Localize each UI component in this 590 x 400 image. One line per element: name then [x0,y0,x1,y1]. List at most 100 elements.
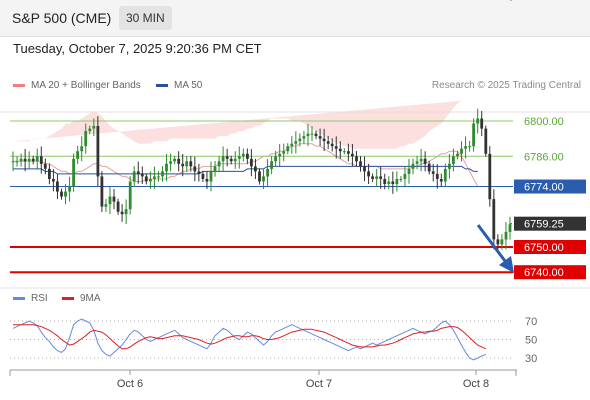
candle-body [92,126,96,129]
candle-body [23,158,27,162]
candle-body [149,179,152,182]
rsi-swatch [13,297,25,300]
candle-body [225,156,229,159]
candle-body [326,141,330,144]
ma20-line [13,143,479,187]
level-tag-6750.00 [514,240,586,254]
credit-text: Research © 2025 Trading Central [431,80,581,91]
candle-body [334,146,338,149]
candle-body [181,163,185,167]
rsi-ma-legend-label: 9MA [80,293,101,304]
candle-body [290,143,294,147]
candle-body [116,201,120,212]
candle-body [371,176,374,179]
candle-body [274,156,277,162]
candle-body [322,138,326,142]
candle-body [132,171,136,182]
candle-body [84,131,88,147]
candle-body [363,166,366,172]
candle-body [31,158,35,162]
candle-body [359,161,362,167]
candle-body [443,168,447,182]
level-label-6800.00: 6800.00 [524,116,564,128]
rsi-tick-50: 50 [525,335,537,347]
forecast-arrow-shaft [476,224,510,266]
candle-body [411,163,415,169]
candle-body [120,211,124,215]
candle-body [185,161,189,167]
candle-body [286,146,290,152]
candle-body [508,224,512,232]
candle-body [193,166,197,172]
candle-body [157,176,160,178]
candle-body [484,128,488,154]
candle-body [351,153,354,157]
rsi-ma-line [13,324,487,350]
candle-body [189,161,193,167]
candle-body [476,118,480,124]
candle-body [128,181,132,210]
candle-body [439,179,443,182]
candle-body [419,158,423,162]
candle-body [278,153,282,157]
ma20-swatch [13,84,25,87]
candle-body [431,171,435,174]
forecast-arrow-head [499,256,514,273]
candle-body [395,179,399,184]
candle-body [246,153,249,159]
candle-body [124,209,128,215]
candle-body [237,156,241,159]
candle-body [423,158,427,164]
level-label-6740.00: 6740.00 [524,267,564,279]
candle-body [108,196,112,205]
candle-body [427,163,431,172]
candle-body [415,161,419,164]
candle-body [100,176,104,207]
candle-body [48,168,51,179]
candle-body [258,171,261,182]
candle-body [64,191,67,197]
bollinger-band-area [13,100,462,149]
timeframe-badge[interactable]: 30 MIN [119,6,172,30]
candle-body [452,156,455,164]
ma50-line [13,165,478,175]
candle-body [488,153,492,200]
candle-body [403,173,407,179]
candle-body [262,176,265,182]
candle-body [456,153,459,157]
candle-body [88,128,92,132]
ma50-swatch [156,84,168,87]
candle-body [35,156,39,162]
candle-body [468,146,471,148]
x-tick-label: Oct 8 [463,378,489,390]
candle-body [314,133,318,137]
candle-body [96,126,100,177]
candle-body [254,166,257,172]
candle-body [504,231,508,240]
candle-body [165,163,168,172]
candle-body [448,163,451,169]
candle-body [173,158,176,162]
candle-body [282,151,286,154]
rsi-ma-legend: 9MA [62,293,101,304]
candle-body [330,143,334,147]
x-tick-label: Oct 7 [306,378,332,390]
candle-body [197,171,201,174]
candle-body [217,161,221,167]
candle-body [472,123,475,147]
candle-body [375,176,379,179]
candle-body [52,179,55,182]
candle-body [306,133,310,137]
candle-body [338,148,342,152]
candle-body [241,153,245,157]
candle-body [221,156,225,162]
candle-body [342,151,346,153]
candle-body [399,179,403,180]
candle-body [213,166,217,172]
candle-body [250,158,253,167]
ma50-legend-label: MA 50 [174,80,203,91]
candle-body [140,173,144,177]
rsi-tick-30: 30 [525,353,537,365]
candle-body [266,168,269,177]
